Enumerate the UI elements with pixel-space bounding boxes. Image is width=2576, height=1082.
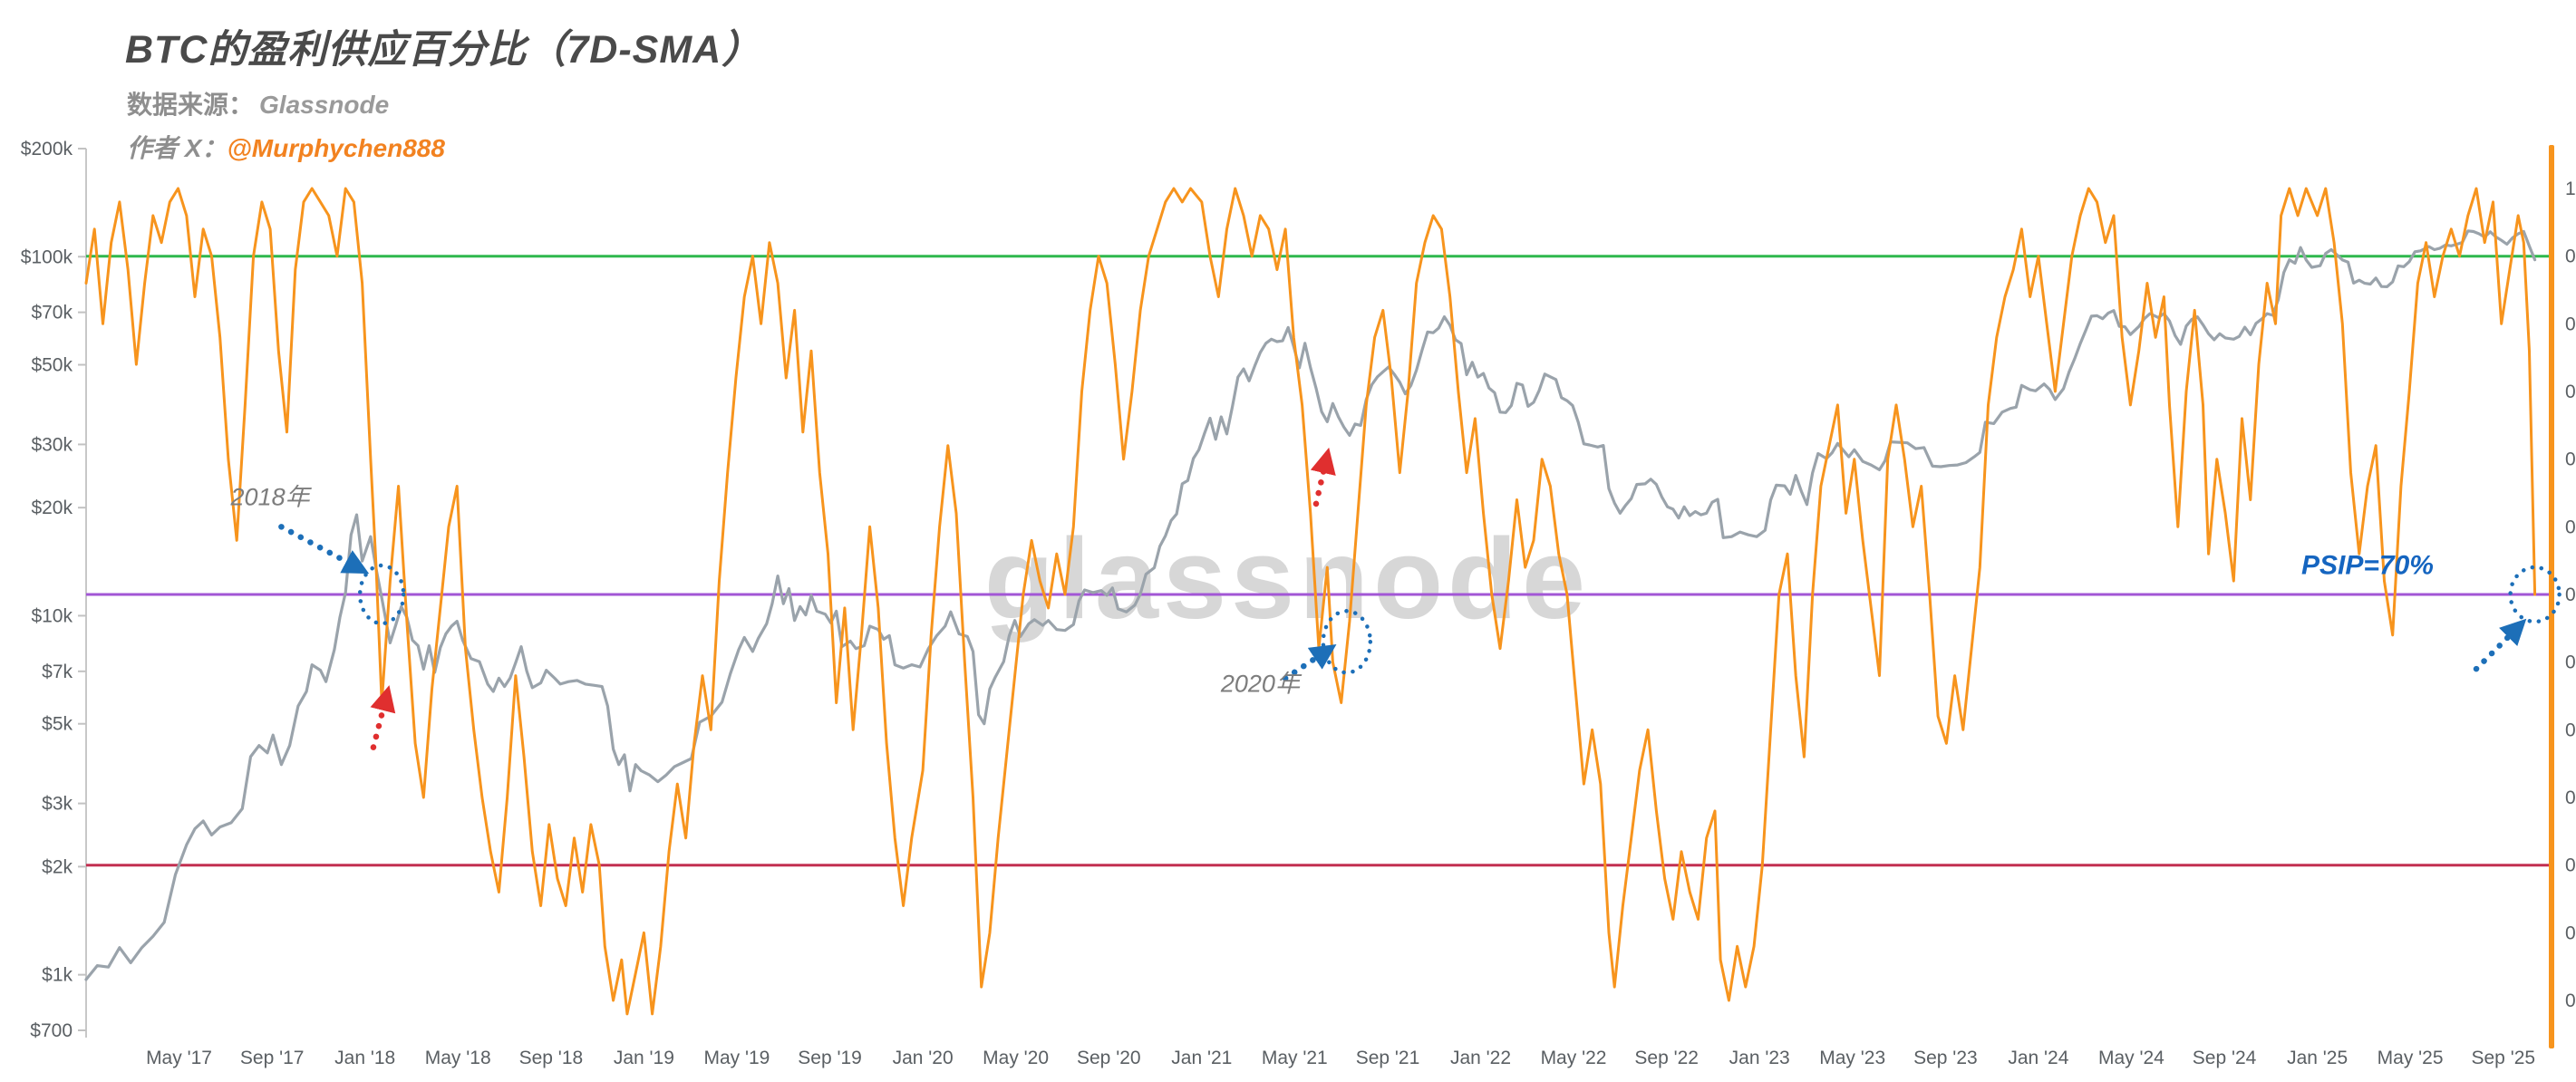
author-handle: @Murphychen888	[227, 134, 445, 162]
right-axis-tick-label: 0.45	[2565, 923, 2576, 943]
x-axis-tick-label: Sep '24	[2193, 1048, 2257, 1068]
author-line: 作者 X：@Murphychen888	[127, 129, 445, 165]
x-axis-tick-label: Sep '20	[1077, 1048, 1141, 1068]
right-axis-tick-label: 0.5	[2565, 855, 2576, 876]
annotation-label: 2018年	[230, 483, 313, 510]
x-axis-tick-label: Jan '25	[2287, 1048, 2348, 1068]
x-axis-tick-label: Jan '22	[1450, 1048, 1511, 1068]
x-axis-tick-label: May '23	[1819, 1048, 1885, 1068]
x-axis-tick-label: Jan '20	[893, 1048, 954, 1068]
left-axis-tick-label: $200k	[21, 139, 73, 159]
blue-dotted-arrow	[2473, 618, 2527, 672]
right-axis-bar	[2549, 145, 2554, 1048]
left-axis-tick-label: $700	[30, 1020, 73, 1041]
x-axis-tick-label: Sep '17	[240, 1048, 305, 1068]
x-axis-tick-label: Jan '19	[614, 1048, 674, 1068]
left-axis-tick-label: $10k	[31, 605, 73, 626]
left-axis-tick-label: $30k	[31, 434, 73, 455]
right-axis-tick-label: 0.85	[2565, 382, 2576, 402]
left-axis-tick-label: $50k	[31, 355, 73, 376]
x-axis-tick-label: Sep '19	[798, 1048, 862, 1068]
right-axis-tick-label: 0.95	[2565, 246, 2576, 267]
x-axis-tick-label: May '24	[2098, 1048, 2164, 1068]
right-axis-tick-label: 1	[2565, 179, 2576, 199]
x-axis-tick-label: May '25	[2377, 1048, 2444, 1068]
right-axis-tick-label: 0.4	[2565, 990, 2576, 1011]
x-axis-tick-label: May '17	[146, 1048, 212, 1068]
x-axis-tick-label: Jan '18	[334, 1048, 395, 1068]
red-dotted-arrow	[370, 685, 396, 750]
x-axis-tick-label: May '19	[703, 1048, 770, 1068]
x-axis-tick-label: Sep '22	[1634, 1048, 1699, 1068]
left-axis-tick-label: $3k	[42, 794, 73, 815]
left-axis-tick-label: $7k	[42, 662, 73, 682]
author-label: 作者 X：	[127, 134, 228, 162]
annotation-label: 2020年	[1220, 671, 1303, 698]
x-axis-tick-label: Jan '23	[1729, 1048, 1790, 1068]
left-axis-tick-label: $70k	[31, 303, 73, 324]
left-axis-tick-label: $2k	[42, 856, 73, 877]
x-axis-tick-label: May '20	[983, 1048, 1049, 1068]
x-axis-tick-label: Sep '18	[519, 1048, 584, 1068]
right-axis-tick-label: 0.9	[2565, 314, 2576, 334]
left-axis-tick-label: $100k	[21, 246, 73, 267]
right-axis-tick-label: 0.65	[2565, 652, 2576, 673]
highlight-ellipse	[2508, 565, 2561, 624]
highlight-ellipse	[357, 563, 406, 626]
x-axis-tick-label: May '18	[425, 1048, 491, 1068]
right-axis-tick-label: 0.6	[2565, 720, 2576, 740]
right-axis-tick-label: 0.75	[2565, 517, 2576, 537]
data-source-value: Glassnode	[259, 91, 390, 119]
highlight-ellipse	[1321, 609, 1373, 675]
right-axis-tick-label: 0.55	[2565, 787, 2576, 808]
annotation-label: PSIP=70%	[2301, 551, 2434, 581]
data-source-label: 数据来源：	[127, 91, 255, 119]
left-axis-tick-label: $5k	[42, 714, 73, 735]
right-axis-tick-label: 0.7	[2565, 584, 2576, 605]
blue-dotted-arrow	[278, 524, 370, 575]
data-source-line: 数据来源： Glassnode	[127, 85, 389, 121]
left-axis-tick-label: $1k	[42, 965, 73, 986]
right-axis-tick-label: 0.8	[2565, 449, 2576, 470]
btc-price-series	[84, 229, 2537, 981]
x-axis-tick-label: Jan '21	[1171, 1048, 1232, 1068]
x-axis-tick-label: Jan '24	[2008, 1048, 2068, 1068]
x-axis-tick-label: May '22	[1541, 1048, 1607, 1068]
x-axis-tick-label: Sep '23	[1913, 1048, 1978, 1068]
blue-dotted-arrow	[1282, 643, 1337, 681]
x-axis-tick-label: May '21	[1262, 1048, 1328, 1068]
x-axis-tick-label: Sep '21	[1356, 1048, 1420, 1068]
left-axis-tick-label: $20k	[31, 498, 73, 518]
page-title: BTC的盈利供应百分比（7D-SMA）	[125, 28, 762, 72]
x-axis-tick-label: Sep '25	[2472, 1048, 2536, 1068]
red-dotted-arrow	[1310, 447, 1336, 507]
